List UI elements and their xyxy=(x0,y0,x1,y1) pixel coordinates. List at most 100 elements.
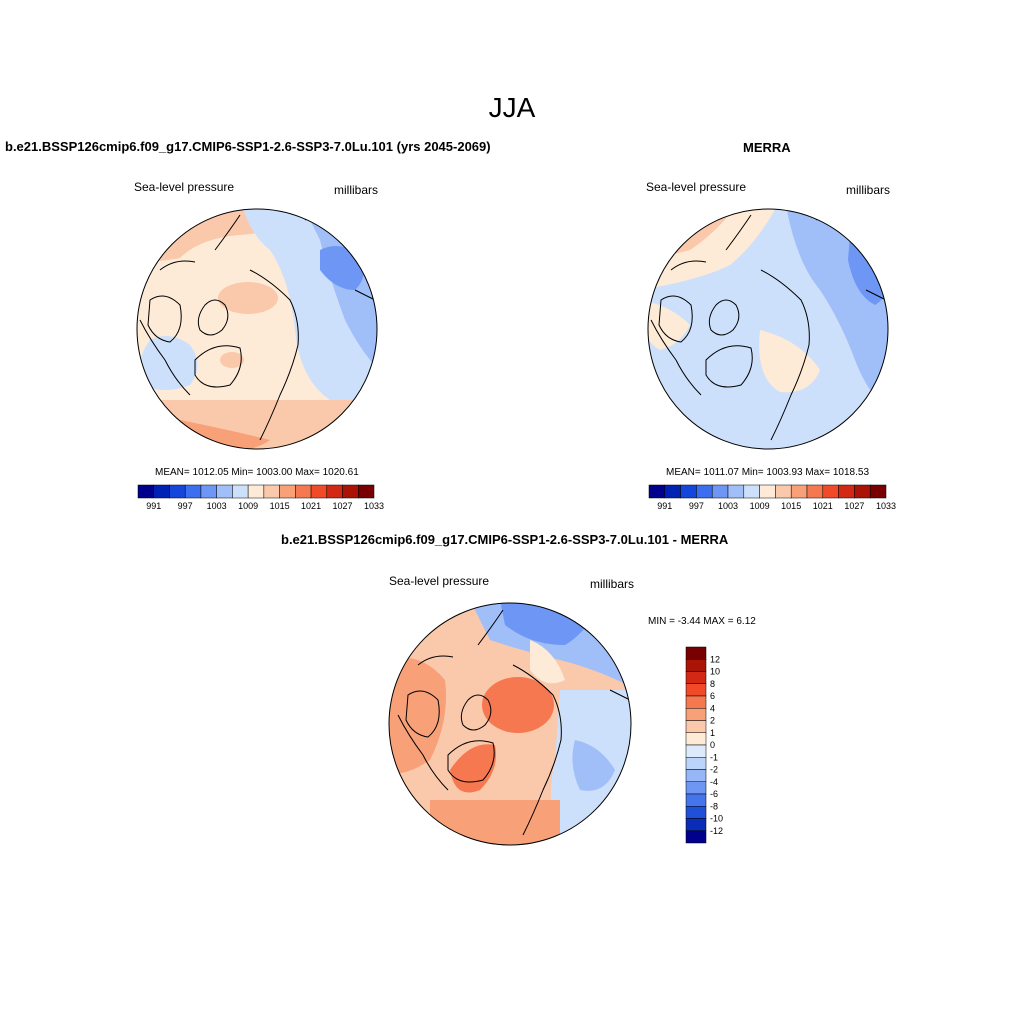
panel1-colorbar-tick-label: 997 xyxy=(178,501,193,511)
panel3-colorbar-swatch xyxy=(685,671,707,684)
panel3-colorbar-swatch xyxy=(685,720,707,733)
panel2-map xyxy=(648,209,888,449)
panel2-colorbar-tick-label: 1003 xyxy=(718,501,738,511)
panel1-colorbar-swatch xyxy=(153,484,170,499)
panel1-variable-label: Sea-level pressure xyxy=(134,180,235,194)
panel3-colorbar-tick-label: 12 xyxy=(710,654,720,664)
panel1-colorbar-tick-label: 1021 xyxy=(301,501,321,511)
panel3-colorbar-swatch xyxy=(685,769,707,782)
panel3-colorbar-swatch xyxy=(685,659,707,672)
panel1-colorbar: 991 997 1003 1009 1015 1021 1027 1033 xyxy=(137,484,384,511)
panel1-colorbar-swatch xyxy=(232,484,249,499)
panel2-colorbar-swatch xyxy=(838,484,855,499)
panel2-colorbar-tick-label: 1015 xyxy=(781,501,801,511)
panel3-colorbar-tick-label: -1 xyxy=(710,752,718,762)
panel3-colorbar-tick-label: 4 xyxy=(710,703,715,713)
panel3-colorbar-tick-label: -2 xyxy=(710,765,718,775)
panel3-colorbar-swatch xyxy=(685,806,707,819)
panel3-title: b.e21.BSSP126cmip6.f09_g17.CMIP6-SSP1-2.… xyxy=(281,532,729,547)
panel3-colorbar-tick-label: 0 xyxy=(710,740,715,750)
panel3-colorbar-swatch xyxy=(685,781,707,795)
panel2-colorbar-swatch xyxy=(869,484,887,499)
panel1-colorbar-tick-label: 1027 xyxy=(333,501,353,511)
panel1-colorbar-swatch xyxy=(184,484,202,499)
panel3-colorbar-tick-label: -6 xyxy=(710,789,718,799)
panel2-colorbar-tick-label: 997 xyxy=(689,501,704,511)
panel2-colorbar-swatch xyxy=(648,484,666,499)
panel1-colorbar-swatch xyxy=(326,484,343,499)
panel3-colorbar-swatch xyxy=(685,818,707,831)
panel1-colorbar-swatch xyxy=(137,484,154,499)
panel1-colorbar-swatch xyxy=(169,484,186,499)
panel3-colorbar-swatch xyxy=(685,757,707,770)
panel2-colorbar-swatch xyxy=(759,484,776,499)
panel3-colorbar-tick-label: -10 xyxy=(710,814,723,824)
panel3-variable-label: Sea-level pressure xyxy=(389,574,490,588)
panel3-colorbar-tick-label: 2 xyxy=(710,716,715,726)
panel2-colorbar-tick-label: 1027 xyxy=(844,501,864,511)
panel2-colorbar-swatch xyxy=(743,484,760,499)
panel3-colorbar-swatch xyxy=(685,793,707,807)
panel1-colorbar-swatch xyxy=(295,484,312,499)
panel1-map xyxy=(137,209,377,449)
panel2-colorbar-swatch xyxy=(664,484,681,499)
panel1-stats: MEAN= 1012.05 Min= 1003.00 Max= 1020.61 xyxy=(155,467,359,478)
panel3-colorbar-tick-label: 10 xyxy=(710,667,720,677)
panel3-units-label: millibars xyxy=(590,577,635,591)
panel1-colorbar-swatch xyxy=(342,484,359,499)
panel2-colorbar-swatch xyxy=(680,484,697,499)
panel3-colorbar-tick-label: 6 xyxy=(710,691,715,701)
panel1-colorbar-swatch xyxy=(310,484,328,499)
panel2-stats: MEAN= 1011.07 Min= 1003.93 Max= 1018.53 xyxy=(666,467,870,478)
panel3-colorbar-tick-label: -8 xyxy=(710,801,718,811)
panel2-colorbar-swatch xyxy=(696,484,713,499)
panel3-colorbar-tick-label: -4 xyxy=(710,777,718,787)
panel3-colorbar-swatch xyxy=(685,695,707,709)
panel1-colorbar-tick-label: 1015 xyxy=(270,501,290,511)
panel3-colorbar-swatch xyxy=(685,732,707,746)
panel3-colorbar-tick-label: 8 xyxy=(710,679,715,689)
panel1-colorbar-swatch xyxy=(247,484,265,499)
panel3-colorbar-swatch xyxy=(685,830,707,844)
panel3-colorbar-swatch xyxy=(685,683,707,697)
panel2-colorbar-swatch xyxy=(854,484,871,499)
panel2-colorbar: 991 997 1003 1009 1015 1021 1027 1033 xyxy=(648,484,896,511)
panel1-map-border xyxy=(136,208,378,450)
panel2-colorbar-swatch xyxy=(806,484,824,499)
panel3-map xyxy=(389,603,631,845)
panel1-colorbar-tick-label: 1009 xyxy=(238,501,258,511)
panel3-stats: MIN = -3.44 MAX = 6.12 xyxy=(648,616,756,627)
panel1-colorbar-swatch xyxy=(263,484,280,499)
panel2-units-label: millibars xyxy=(846,183,891,197)
panel2-colorbar-swatch xyxy=(775,484,792,499)
panel2-colorbar-tick-label: 1009 xyxy=(750,501,770,511)
panel2-colorbar-tick-label: 1033 xyxy=(876,501,896,511)
panel2-title: MERRA xyxy=(743,140,791,155)
season-title: JJA xyxy=(488,92,536,123)
panel3-colorbar-swatch xyxy=(685,646,707,660)
panel1-colorbar-tick-label: 991 xyxy=(146,501,161,511)
panel2-colorbar-tick-label: 991 xyxy=(657,501,672,511)
panel2-colorbar-swatch xyxy=(790,484,808,499)
panel2-colorbar-swatch xyxy=(711,484,729,499)
panel1-colorbar-tick-label: 1003 xyxy=(207,501,227,511)
panel1-colorbar-tick-label: 1033 xyxy=(364,501,384,511)
panel2-map-border xyxy=(647,208,889,450)
panel3-colorbar-swatch xyxy=(685,744,707,758)
panel3-colorbar-swatch xyxy=(685,708,707,721)
panel1-title: b.e21.BSSP126cmip6.f09_g17.CMIP6-SSP1-2.… xyxy=(5,139,491,154)
panel2-colorbar-swatch xyxy=(727,484,745,499)
panel1-colorbar-swatch xyxy=(200,484,217,499)
panel1-units-label: millibars xyxy=(334,183,379,197)
panel3-map-border xyxy=(388,602,632,846)
panel2-colorbar-swatch xyxy=(822,484,839,499)
panel3-colorbar-tick-label: 1 xyxy=(710,728,715,738)
panel1-colorbar-swatch xyxy=(358,484,375,499)
panel3-colorbar-tick-label: -12 xyxy=(710,826,723,836)
panel1-colorbar-swatch xyxy=(216,484,233,499)
panel1-colorbar-swatch xyxy=(279,484,296,499)
panel2-variable-label: Sea-level pressure xyxy=(646,180,747,194)
panel2-colorbar-tick-label: 1021 xyxy=(813,501,833,511)
